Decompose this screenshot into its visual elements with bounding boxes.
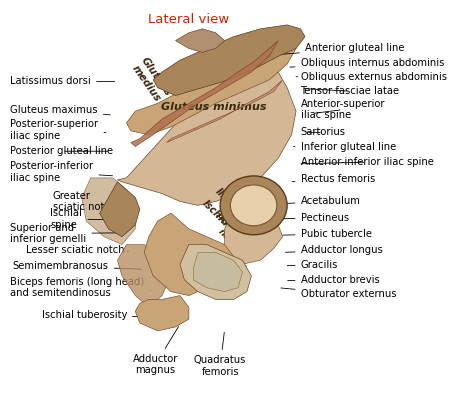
Text: Latissimus dorsi: Latissimus dorsi	[10, 76, 115, 87]
Text: Acetabular
notch: Acetabular notch	[207, 210, 260, 263]
Polygon shape	[82, 178, 135, 245]
Text: Gluteus minimus: Gluteus minimus	[161, 102, 266, 112]
Text: Quadratus
femoris: Quadratus femoris	[194, 333, 246, 377]
Polygon shape	[193, 252, 243, 292]
Polygon shape	[118, 72, 296, 205]
Text: Superior and
inferior gemelli: Superior and inferior gemelli	[10, 223, 120, 245]
Text: Gluteus maximus: Gluteus maximus	[10, 105, 110, 115]
Polygon shape	[153, 25, 305, 96]
Text: Acetabulum: Acetabulum	[281, 196, 360, 207]
Text: Biceps femoris (long head)
and semitendinosus: Biceps femoris (long head) and semitendi…	[10, 276, 150, 298]
Text: Anterior gluteal line: Anterior gluteal line	[259, 43, 404, 56]
Text: Anterior-superior
iliac spine: Anterior-superior iliac spine	[301, 99, 385, 120]
Text: Ischial
spine: Ischial spine	[51, 208, 120, 230]
Polygon shape	[180, 245, 251, 299]
Text: Ischial tuberosity: Ischial tuberosity	[42, 310, 157, 320]
Text: Gracilis: Gracilis	[287, 260, 338, 270]
Text: Obturator
foramen: Obturator foramen	[198, 251, 252, 273]
Text: Obliquus externus abdominis: Obliquus externus abdominis	[296, 72, 447, 83]
Text: Sartorius: Sartorius	[301, 128, 346, 137]
Text: Adductor longus: Adductor longus	[285, 245, 382, 255]
Text: Obliquus internus abdominis: Obliquus internus abdominis	[290, 58, 444, 68]
Polygon shape	[225, 205, 283, 264]
Polygon shape	[131, 41, 278, 147]
Polygon shape	[135, 295, 189, 331]
Text: Inferior gluteal line: Inferior gluteal line	[293, 141, 396, 152]
Text: Posterior-superior
iliac spine: Posterior-superior iliac spine	[10, 119, 106, 141]
Text: Pubic tubercle: Pubic tubercle	[283, 229, 372, 239]
Text: Anterior-inferior iliac spine: Anterior-inferior iliac spine	[301, 157, 433, 167]
Polygon shape	[118, 245, 171, 307]
Text: Obturator externus: Obturator externus	[281, 288, 396, 299]
Text: Greater
sciatic notch: Greater sciatic notch	[53, 191, 124, 212]
Circle shape	[230, 185, 277, 226]
Text: Semimembranosus: Semimembranosus	[12, 261, 141, 271]
Text: Lateral view: Lateral view	[148, 13, 229, 26]
Polygon shape	[166, 80, 283, 143]
Text: Gluteus
medius: Gluteus medius	[129, 55, 173, 104]
Text: Tensor fasciae latae: Tensor fasciae latae	[301, 86, 400, 96]
Text: Ilium: Ilium	[214, 186, 240, 213]
Text: Ischium: Ischium	[200, 199, 237, 236]
Text: Rectus femoris: Rectus femoris	[292, 174, 375, 184]
Circle shape	[220, 176, 287, 235]
Polygon shape	[100, 182, 140, 237]
Text: Posterior gluteal line: Posterior gluteal line	[10, 146, 113, 156]
Text: Pectineus: Pectineus	[283, 213, 349, 223]
Text: Pubis: Pubis	[238, 187, 266, 216]
Text: Lesser sciatic notch: Lesser sciatic notch	[26, 245, 128, 256]
Text: Adductor
magnus: Adductor magnus	[133, 327, 179, 375]
Polygon shape	[175, 29, 225, 53]
Polygon shape	[144, 213, 234, 295]
Polygon shape	[127, 41, 296, 135]
Text: Adductor brevis: Adductor brevis	[288, 275, 379, 285]
Text: Posterior-inferior
iliac spine: Posterior-inferior iliac spine	[10, 161, 112, 183]
